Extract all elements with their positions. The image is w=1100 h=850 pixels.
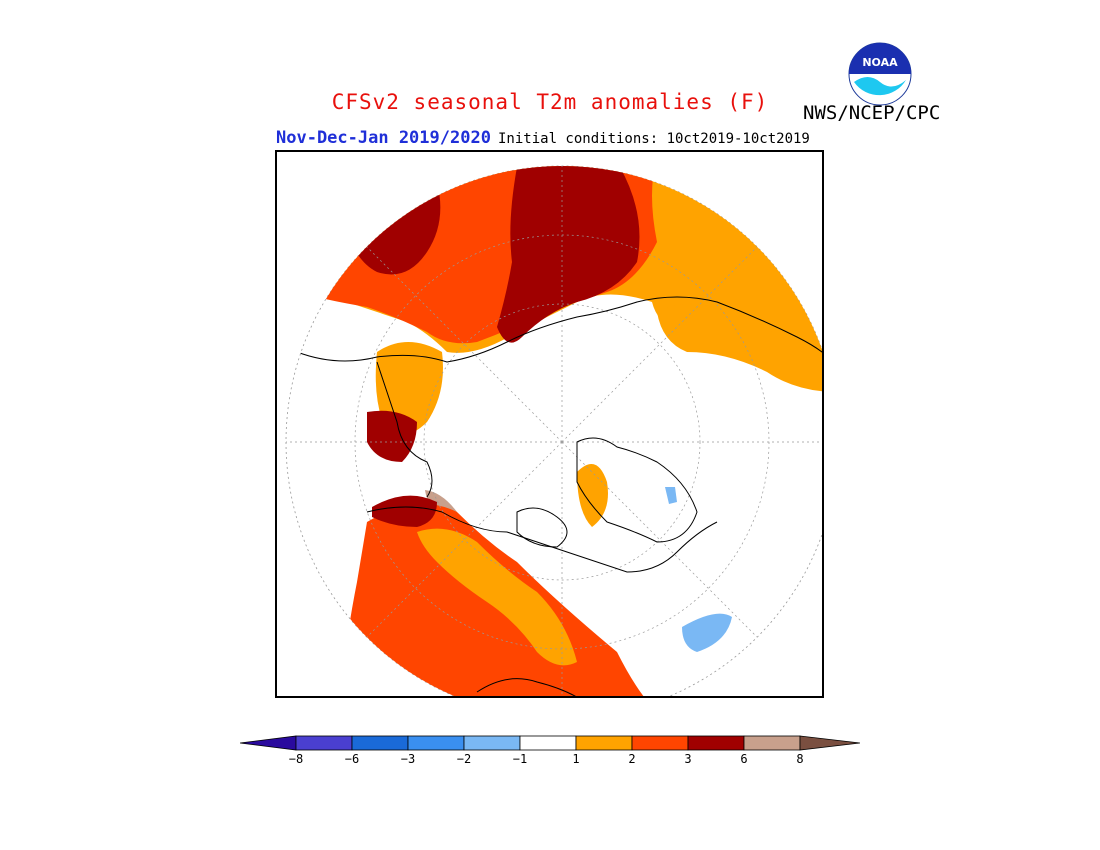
- colorbar-arrow-right: [799, 735, 860, 751]
- colorbar-swatch: [575, 735, 633, 751]
- anomaly-region-alaska-darkred: [372, 495, 437, 527]
- colorbar-tick-label: 3: [684, 752, 692, 766]
- colorbar-tick-label: 1: [572, 752, 580, 766]
- colorbar-tick-label: −2: [456, 752, 472, 766]
- map-frame: [275, 150, 824, 698]
- noaa-logo-text: NOAA: [862, 56, 898, 69]
- colorbar-tick-label: 8: [796, 752, 804, 766]
- anomaly-region-eurasia-darkred: [497, 166, 640, 343]
- anomaly-region-europe-darkred: [367, 410, 417, 462]
- anomaly-region-greenland-cool: [665, 487, 677, 504]
- map-canvas: [285, 165, 822, 696]
- colorbar-tick-label: −8: [288, 752, 304, 766]
- anomaly-region-pacific-orange: [657, 304, 822, 392]
- forecast-period: Nov-Dec-Jan 2019/2020: [276, 128, 491, 148]
- anomaly-region-namerica-orange: [417, 528, 577, 666]
- anomaly-region-canada-orange: [577, 464, 608, 527]
- initial-conditions: Initial conditions: 10ct2019-10ct2019: [498, 131, 810, 147]
- colorbar-swatch: [407, 735, 465, 751]
- colorbar: [240, 735, 860, 751]
- colorbar-tick-label: −1: [512, 752, 528, 766]
- agency-label: NWS/NCEP/CPC: [803, 102, 941, 124]
- colorbar-swatch: [687, 735, 745, 751]
- chart-title: CFSv2 seasonal T2m anomalies (F): [331, 90, 769, 114]
- colorbar-tick-label: 6: [740, 752, 748, 766]
- colorbar-swatch: [463, 735, 521, 751]
- colorbar-arrow-left: [240, 735, 297, 751]
- anomaly-region-canada-cool: [682, 613, 732, 652]
- colorbar-tick-label: 2: [628, 752, 636, 766]
- colorbar-swatch: [631, 735, 689, 751]
- colorbar-tick-label: −3: [400, 752, 416, 766]
- colorbar-swatch: [743, 735, 801, 751]
- colorbar-swatch: [295, 735, 353, 751]
- colorbar-swatch: [519, 735, 577, 751]
- noaa-logo: NOAA: [848, 42, 912, 106]
- coastlines: [296, 296, 822, 696]
- colorbar-tick-label: −6: [344, 752, 360, 766]
- colorbar-swatch: [351, 735, 409, 751]
